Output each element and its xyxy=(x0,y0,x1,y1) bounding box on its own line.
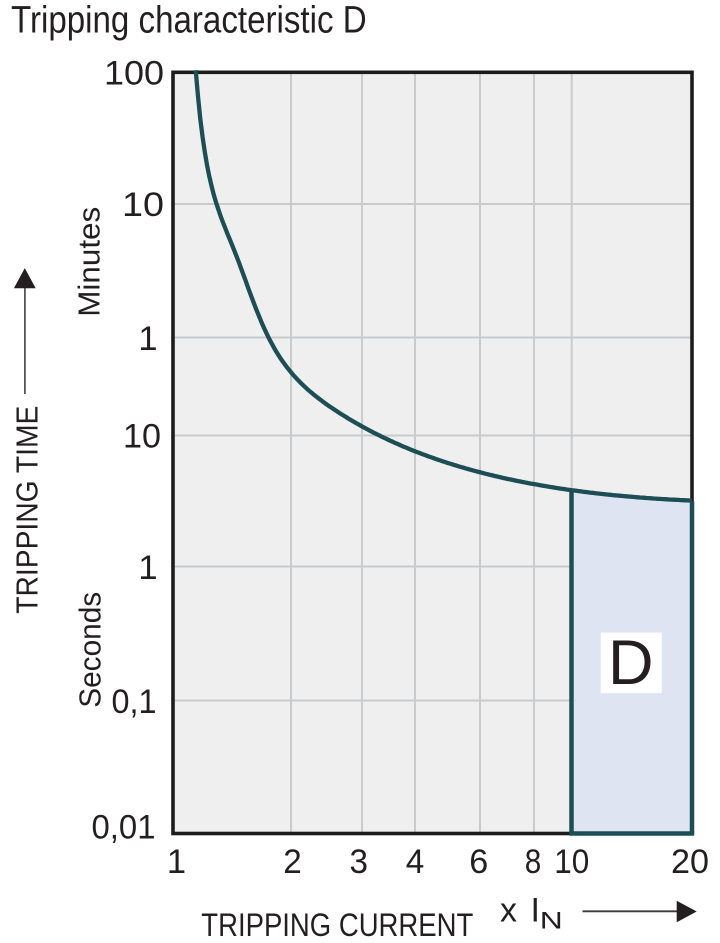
svg-text:I: I xyxy=(531,892,540,930)
svg-text:4: 4 xyxy=(406,843,425,881)
svg-text:10: 10 xyxy=(554,843,589,881)
svg-text:20: 20 xyxy=(671,843,709,881)
svg-text:10: 10 xyxy=(122,186,164,224)
svg-text:Seconds: Seconds xyxy=(73,592,108,708)
svg-text:0,1: 0,1 xyxy=(112,683,157,721)
svg-text:8: 8 xyxy=(525,843,542,881)
svg-text:100: 100 xyxy=(104,55,164,93)
svg-text:N: N xyxy=(540,908,563,935)
svg-text:Tripping characteristic D: Tripping characteristic D xyxy=(11,0,367,42)
svg-text:1: 1 xyxy=(138,320,157,358)
svg-text:x: x xyxy=(500,892,517,930)
svg-text:3: 3 xyxy=(350,843,369,881)
svg-text:TRIPPING CURRENT: TRIPPING CURRENT xyxy=(201,907,473,943)
svg-text:1: 1 xyxy=(167,843,186,881)
svg-text:0,01: 0,01 xyxy=(92,809,156,847)
svg-text:TRIPPING TIME: TRIPPING TIME xyxy=(10,406,45,614)
svg-text:1: 1 xyxy=(138,549,157,587)
svg-text:6: 6 xyxy=(469,843,488,881)
svg-text:Minutes: Minutes xyxy=(72,207,107,317)
svg-text:D: D xyxy=(608,628,654,698)
svg-text:10: 10 xyxy=(123,418,161,456)
svg-text:2: 2 xyxy=(283,843,302,881)
